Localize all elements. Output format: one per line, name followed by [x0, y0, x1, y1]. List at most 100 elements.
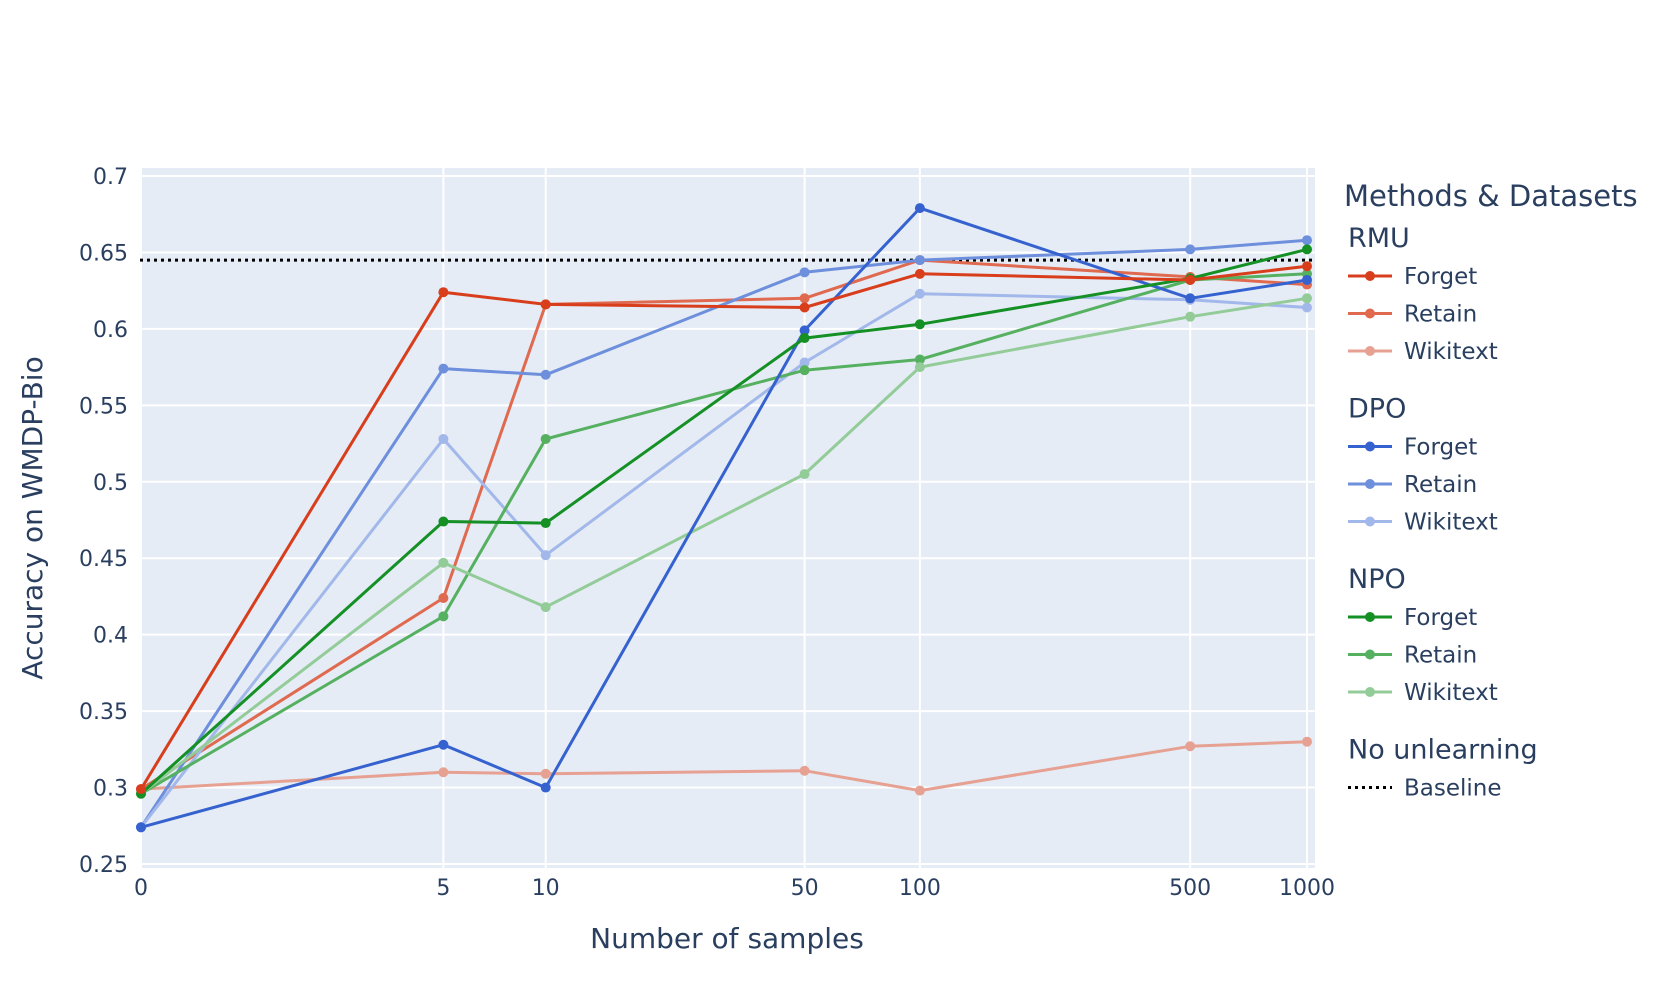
legend-item-label: Forget — [1404, 605, 1477, 631]
data-point — [914, 785, 925, 796]
y-tick-label: 0.45 — [79, 547, 128, 572]
data-point — [914, 288, 925, 299]
plot-background — [140, 168, 1315, 868]
y-tick-label: 0.4 — [93, 624, 128, 649]
legend-title: Methods & Datasets — [1344, 179, 1638, 213]
y-tick-label: 0.65 — [79, 241, 128, 266]
legend-item-label: Forget — [1404, 264, 1477, 290]
y-tick-label: 0.5 — [93, 471, 128, 496]
y-tick-label: 0.25 — [79, 853, 128, 878]
legend: Methods & Datasets RMU Forget Retain Wikite… — [1344, 179, 1638, 802]
data-point — [914, 203, 925, 214]
data-point — [1185, 311, 1196, 322]
data-point — [799, 469, 810, 480]
x-tick-label: 5 — [436, 876, 450, 901]
data-point — [438, 767, 449, 778]
legend-swatch-marker — [1365, 612, 1375, 622]
data-point — [1302, 261, 1312, 272]
data-point — [136, 822, 146, 833]
data-point — [799, 333, 810, 344]
legend-item-label: Wikitext — [1404, 680, 1498, 706]
data-point — [438, 557, 449, 568]
data-point — [1302, 302, 1312, 313]
data-point — [1302, 736, 1312, 747]
y-tick-label: 0.6 — [93, 318, 128, 343]
data-point — [540, 518, 551, 529]
legend-swatch-marker — [1365, 441, 1375, 452]
y-tick-label: 0.55 — [79, 394, 128, 419]
data-point — [914, 268, 925, 279]
data-point — [914, 255, 925, 266]
legend-group-title: No unlearning — [1348, 735, 1538, 766]
series-npo_wikitext — [136, 293, 1312, 799]
x-tick-label: 1000 — [1279, 876, 1335, 901]
data-point — [799, 365, 810, 376]
data-point — [438, 516, 449, 527]
data-point — [540, 369, 551, 380]
legend-swatch-marker — [1365, 271, 1375, 281]
legend-item-label: Forget — [1404, 435, 1477, 461]
data-point — [914, 362, 925, 373]
data-point — [1302, 274, 1312, 285]
legend-group-title: DPO — [1348, 394, 1406, 425]
data-point — [1302, 235, 1312, 246]
data-point — [438, 363, 449, 374]
x-tick-label: 10 — [532, 876, 560, 901]
legend-swatch-marker — [1365, 346, 1375, 356]
legend-group-title: RMU — [1348, 223, 1410, 254]
legend-swatch-marker — [1365, 479, 1375, 489]
x-tick-label: 0 — [134, 876, 148, 901]
series-rmu_forget — [136, 261, 1312, 795]
y-tick-label: 0.35 — [79, 700, 128, 725]
data-point — [136, 784, 146, 795]
data-point — [799, 267, 810, 278]
data-point — [914, 354, 925, 365]
series-rmu_wikitext — [136, 736, 1312, 796]
data-point — [438, 739, 449, 750]
data-point — [540, 433, 551, 444]
legend-item-label: Baseline — [1404, 776, 1502, 802]
x-axis-ticks: 0 5 10 50 100 500 1000 — [134, 876, 1335, 901]
x-tick-label: 500 — [1169, 876, 1211, 901]
data-point — [914, 319, 925, 330]
data-point — [799, 302, 810, 313]
series-dpo_forget — [136, 203, 1312, 833]
y-tick-label: 0.7 — [93, 165, 128, 190]
y-axis-title: Accuracy on WMDP-Bio — [16, 356, 49, 679]
series-layer — [136, 203, 1312, 833]
legend-swatch-marker — [1365, 687, 1375, 697]
data-point — [799, 357, 810, 368]
legend-item-label: Wikitext — [1404, 510, 1498, 536]
data-point — [438, 592, 449, 603]
legend-swatch-marker — [1365, 516, 1375, 527]
data-point — [1302, 293, 1312, 304]
data-point — [540, 782, 551, 793]
data-point — [799, 325, 810, 336]
legend-item-label: Retain — [1404, 472, 1477, 498]
data-point — [1185, 274, 1196, 285]
data-point — [799, 765, 810, 776]
data-point — [799, 293, 810, 304]
data-point — [438, 611, 449, 622]
data-point — [1185, 244, 1196, 255]
x-tick-label: 100 — [899, 876, 941, 901]
gridlines — [140, 168, 1315, 868]
legend-item-label: Retain — [1404, 643, 1477, 669]
y-tick-label: 0.3 — [93, 777, 128, 802]
legend-item-label: Wikitext — [1404, 339, 1498, 365]
x-tick-label: 50 — [791, 876, 819, 901]
data-point — [540, 768, 551, 779]
legend-swatch-marker — [1365, 649, 1375, 660]
data-point — [540, 602, 551, 613]
data-point — [1185, 741, 1196, 752]
data-point — [1185, 293, 1196, 304]
data-point — [540, 550, 551, 561]
y-axis-ticks: 0.25 0.3 0.35 0.4 0.45 0.5 0.55 0.6 0.65 0.7 — [79, 165, 128, 878]
data-point — [438, 287, 449, 298]
data-point — [438, 433, 449, 444]
data-point — [540, 299, 551, 310]
legend-swatch-marker — [1365, 308, 1375, 319]
data-point — [1302, 244, 1312, 255]
x-axis-title: Number of samples — [590, 922, 864, 955]
